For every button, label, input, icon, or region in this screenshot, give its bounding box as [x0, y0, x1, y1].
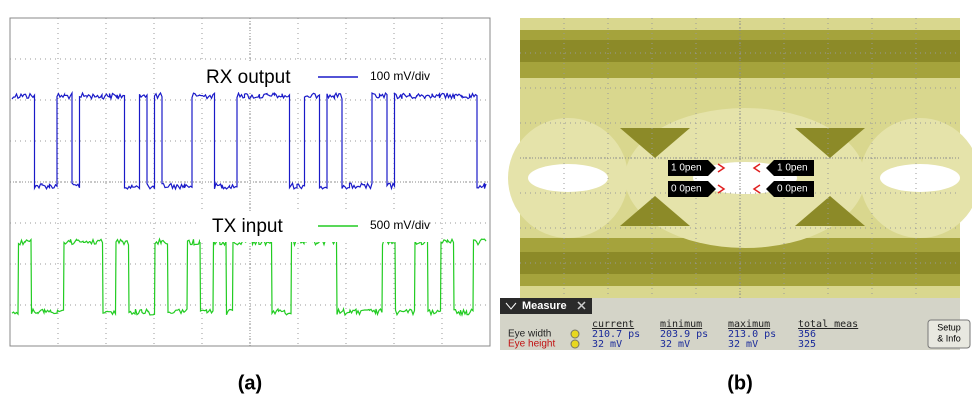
- tx-scale: 500 mV/div: [370, 218, 430, 232]
- marker-label: 0 0pen: [777, 184, 808, 195]
- rx-label: RX output: [206, 67, 291, 88]
- caption: (a): [238, 372, 262, 394]
- button-label: Setup: [937, 322, 961, 332]
- source-icon: [571, 330, 579, 338]
- panel-a: RX output 100 mV/div TX input 500 mV/div…: [10, 18, 490, 394]
- cell: 325: [798, 339, 816, 350]
- figure: RX output 100 mV/div TX input 500 mV/div…: [0, 0, 972, 404]
- measure-title: Measure: [522, 300, 567, 312]
- caption: (b): [727, 372, 753, 394]
- cell: 32 mV: [592, 339, 622, 350]
- row-name: Eye height: [508, 339, 555, 350]
- marker-label: 1 0pen: [671, 163, 702, 174]
- cell: 32 mV: [660, 339, 690, 350]
- tx-label: TX input: [212, 216, 283, 237]
- source-icon: [571, 340, 579, 348]
- panel-b: 1 0pen 1 0pen 0 0pen 0 0pen Measure curr…: [500, 18, 972, 394]
- cell: 32 mV: [728, 339, 758, 350]
- eye-opening: [528, 164, 608, 192]
- marker-label: 1 0pen: [777, 163, 808, 174]
- button-label: & Info: [937, 333, 961, 343]
- marker-label: 0 0pen: [671, 184, 702, 195]
- eye-opening: [880, 164, 960, 192]
- rx-scale: 100 mV/div: [370, 69, 430, 83]
